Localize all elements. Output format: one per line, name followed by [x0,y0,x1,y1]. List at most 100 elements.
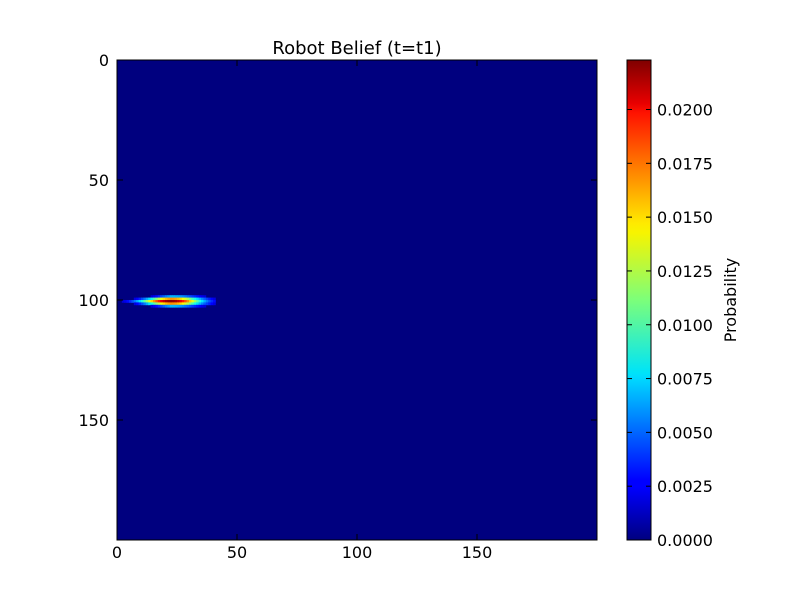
heatmap-cell [165,302,168,306]
heatmap-cell [184,295,187,298]
heatmap-cell [153,302,156,306]
heatmap-cell [191,302,195,306]
heatmap-cell [196,300,199,303]
heatmap-cell [177,302,180,306]
heatmap-cell [205,297,209,301]
heatmap-cell [191,304,195,308]
heatmap-cell [189,297,192,301]
heatmap-cell [160,302,163,306]
heatmap-cell [213,300,216,303]
heatmap-cell [196,297,199,301]
heatmap-cell [177,304,180,308]
heatmap-cell [136,297,139,301]
colorbar-frame [626,59,652,541]
heatmap-cell [145,300,149,303]
plot-area [116,59,598,541]
heatmap-cell [210,297,214,301]
heatmap-cell [198,300,202,303]
heatmap-cell [203,302,207,306]
heatmap-cell [136,302,139,306]
heatmap-cell [162,295,166,298]
heatmap-cell [201,300,204,303]
heatmap-cell [138,297,142,301]
heatmap-cell [184,304,187,308]
heatmap-cell [145,302,149,306]
heatmap-cell [201,295,204,298]
heatmap-cell [165,295,168,298]
heatmap-cell [155,302,159,306]
heatmap-cell [167,295,171,298]
y-tick-label: 150 [78,411,109,430]
heatmap-cell [153,297,156,301]
heatmap-layer [121,295,216,308]
heatmap-cell [121,300,125,303]
heatmap-cell [160,297,163,301]
heatmap-cell [141,300,144,303]
heatmap-cell [124,300,127,303]
heatmap-cell [162,302,166,306]
heatmap-cell [184,300,187,303]
heatmap-cell [181,295,185,298]
heatmap-cell [150,304,154,308]
heatmap-cell [155,297,159,301]
heatmap-cell [198,295,202,298]
heatmap-cell [196,295,199,298]
heatmap-cell [126,300,130,303]
heatmap-cell [153,304,156,308]
heatmap-cell [136,300,139,303]
heatmap-cell [133,297,137,301]
heatmap-cell [189,300,192,303]
heatmap-cell [167,302,171,306]
heatmap-cell [193,297,197,301]
heatmap-cell [210,302,214,306]
heatmap-cell [155,295,159,298]
heatmap-cell [167,297,171,301]
heatmap-cell [191,297,195,301]
heatmap-cell [181,304,185,308]
heatmap-cell [167,304,171,308]
heatmap-cell [198,302,202,306]
heatmap-cell [150,300,154,303]
colorbar-tick-label: 0.0175 [657,154,713,173]
colorbar-tick-label: 0.0050 [657,423,713,442]
x-axis: 0 50 100 150 [112,60,492,562]
heatmap-cell [181,297,185,301]
heatmap-cell [162,300,166,303]
heatmap-cell [177,297,180,301]
x-tick-label: 50 [227,543,247,562]
heatmap-cell [174,295,178,298]
heatmap-cell [169,297,173,301]
heatmap-cell [131,300,135,303]
chart-title: Robot Belief (t=t1) [272,38,441,59]
heatmap-cell [179,302,183,306]
heatmap-cell [172,295,175,298]
heatmap-cell [189,295,192,298]
heatmap-cell [155,300,159,303]
heatmap-cell [193,302,197,306]
heatmap-cell [177,295,180,298]
y-tick-label: 0 [99,51,109,70]
heatmap-cell [169,302,173,306]
heatmap-cell [167,300,171,303]
heatmap-cell [160,295,163,298]
heatmap-cell [186,297,190,301]
colorbar: 0.0000 0.0025 0.0050 0.0075 0.0100 0.0125 0.01… [626,59,740,550]
heatmap-cell [201,304,204,308]
heatmap-cell [201,302,204,306]
heatmap-cell [150,295,154,298]
heatmap-cell [148,297,151,301]
heatmap-cell [141,297,144,301]
heatmap-cell [191,295,195,298]
colorbar-tick-label: 0.0025 [657,477,713,496]
heatmap-cell [143,300,147,303]
heatmap-cell [165,297,168,301]
colorbar-tick-label: 0.0000 [657,531,713,550]
heatmap-cell [153,295,156,298]
heatmap-cell [162,304,166,308]
heatmap-cell [162,297,166,301]
heatmap-cell [174,302,178,306]
heatmap-cell [191,300,195,303]
colorbar-tick-label: 0.0125 [657,262,713,281]
heatmap-cell [169,304,173,308]
heatmap-cell [186,304,190,308]
